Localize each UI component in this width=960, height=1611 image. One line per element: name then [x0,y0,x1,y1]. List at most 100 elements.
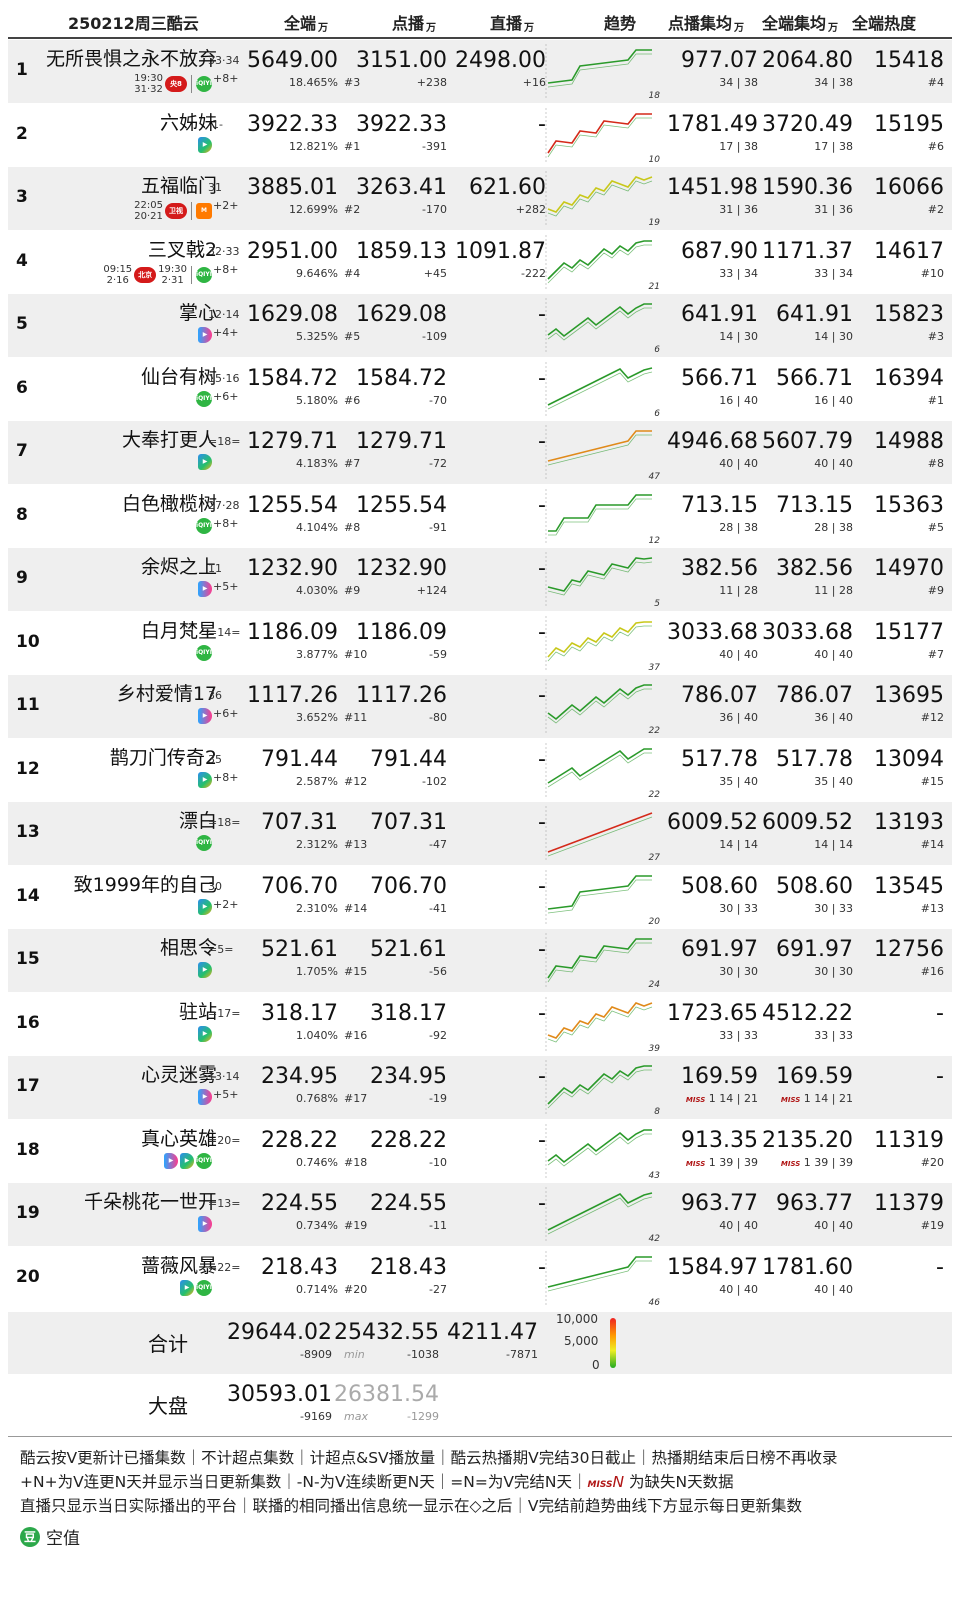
tv-channel-icon: 央8 [165,76,187,92]
row-title: 六姊妹 [159,111,217,134]
row-all-avg-sub: 40 | 40 [814,1219,853,1232]
row-all-pct: 5.325% [296,330,338,343]
row-vod-rank: #15 [344,965,368,978]
row-vod-avg-sub: MISS 1 39 | 39 [686,1156,758,1169]
trend-count: 46 [649,1298,661,1307]
table-row: 20 蔷薇风暴 =22= ▶ iQIYI 218.43 0.714% 218.43 #20 -27… [8,1247,952,1310]
row-all: 5649.00 [247,48,338,73]
platform-icons: ▶ [198,1089,212,1105]
row-episode: =17= [208,1006,241,1020]
row-rank: 16 [16,1012,40,1033]
row-rank: 20 [16,1266,40,1287]
row-vod-rank: #3 [344,76,361,89]
market-vod-delta: -1299 [407,1410,439,1423]
tv-time-2: 19:30 [158,263,187,275]
row-all-avg-eps: 16 | 40 [814,393,853,407]
row-all: 1117.26 [247,683,338,708]
row-heat: 13545 [874,873,944,899]
youku-icon: ▶ [198,708,212,724]
row-heat-rank: #1 [927,393,944,407]
row-vod-delta: +45 [423,266,447,280]
row-all-avg-sub: 33 | 34 [814,267,853,280]
trend-sparkline: 10 [545,107,660,164]
row-live: - [538,1254,546,1280]
row-live: 2498.00 [455,48,546,73]
row-vod-avg: 508.60 [681,873,758,899]
row-heat-rank: #20 [920,1155,944,1169]
iqiyi-icon: iQIYI [196,835,212,851]
iqiyi-icon: iQIYI [196,1279,212,1296]
miss-badge: MISS [685,1159,706,1168]
market-vod-sub: max [344,1410,368,1423]
row-all-avg-eps: 40 | 40 [814,1219,853,1232]
table-row: 12 鹊刀门传奇2 35 +8+ ▶ 791.44 2.587% 791.44 #12 -102-… [8,739,952,802]
row-all-avg: 3033.68 [762,619,853,645]
header-vod-avg-unit: 万 [734,23,745,34]
row-title: 白色橄榄树 [121,492,217,515]
row-all-avg-eps: 1 39 | 39 [803,1155,853,1169]
total-label: 合计 [148,1332,188,1356]
market-row: 大盘 30593.01 -9169 26381.54 max -1299 [8,1374,952,1434]
tencent-video-icon: ▶ [180,1152,194,1169]
row-all: 3922.33 [247,111,338,137]
row-rank: 9 [16,568,28,588]
row-all-avg-sub: MISS 1 14 | 21 [781,1092,853,1105]
row-vod-rank: #2 [344,203,361,216]
header-heat: 全端热度 [852,14,917,33]
tv-channel-icon: 卫视 [165,203,187,219]
row-live-delta: +282 [515,203,546,216]
row-all-avg-eps: 40 | 40 [814,457,853,470]
row-all-avg-eps: 36 | 40 [814,711,853,724]
row-rank: 8 [16,504,28,525]
row-vod-avg-eps: 33 | 34 [719,266,758,280]
trend-sparkline: 6 [545,298,660,354]
table-row: 9 余烬之上 11 +5+ ▶ 1232.90 4.030% 1232.90 #9 +124 - 5… [8,548,952,611]
row-vod: 1232.90 [356,556,447,581]
divider [191,202,192,220]
row-heat-rank: #15 [920,774,944,788]
row-rank: 19 [16,1203,40,1223]
row-rank: 4 [16,250,28,271]
brand-name: 空值 [46,1529,80,1549]
row-episode: 35 [208,752,222,766]
total-live: 4211.47 [447,1320,538,1345]
trend-count: 20 [649,917,661,926]
row-update-count: +4+ [213,326,239,339]
row-vod-avg-sub: 40 | 40 [719,1219,758,1232]
row-title: 鹊刀门传奇2 [109,746,217,769]
row-all: 706.70 [261,873,338,899]
header-all-avg-label: 全端集均 [762,14,827,33]
trend-count: 37 [649,663,661,672]
youku-icon: ▶ [164,1152,178,1169]
table-row: 17 心灵迷雾 13·14 +5+ ▶ 234.95 0.768% 234.95 #17 -19-… [8,1056,952,1119]
row-all: 1186.09 [247,619,338,645]
row-vod-rank: #20 [344,1282,368,1296]
row-vod-rank: #4 [344,266,361,280]
row-vod-avg-sub: 31 | 36 [719,203,758,216]
row-all-avg: 1781.60 [762,1254,853,1280]
row-all: 218.43 [261,1254,338,1280]
row-all-avg-eps: 31 | 36 [814,203,853,216]
table-row: 6 仙台有树 15·16 +6+ iQIYI 1584.72 5.180% 1584.72 #6… [8,358,952,421]
table-row: 1 无所畏惧之永不放弃 33·34 +8+ 19:30 31·32 央8 iQIYI 5649.… [8,40,952,103]
row-episode: 30 [208,879,222,893]
row-vod-avg: 1781.49 [667,111,758,137]
row-live: - [538,302,546,327]
total-all-delta: -8909 [300,1348,332,1361]
row-title: 驻站 [178,1000,217,1023]
row-all-avg: 963.77 [776,1191,853,1216]
row-all-avg-eps: 30 | 33 [814,901,853,915]
row-all-pct: 3.877% [296,647,338,661]
header-vod-unit: 万 [426,23,437,34]
row-all-avg-sub: 36 | 40 [814,711,853,724]
row-vod-avg-sub: 14 | 14 [719,838,758,851]
row-vod-avg: 641.91 [681,302,758,327]
row-vod: 1629.08 [356,302,447,327]
row-all: 234.95 [261,1064,338,1089]
row-all-pct: 12.821% [289,139,338,153]
table-row: 11 乡村爱情17 36 +6+ ▶ 1117.26 3.652% 1117.26 #11 -80… [8,675,952,738]
row-all: 1584.72 [247,365,338,391]
row-all-avg: 2064.80 [762,48,853,73]
row-episode: 33·34 [208,54,240,67]
